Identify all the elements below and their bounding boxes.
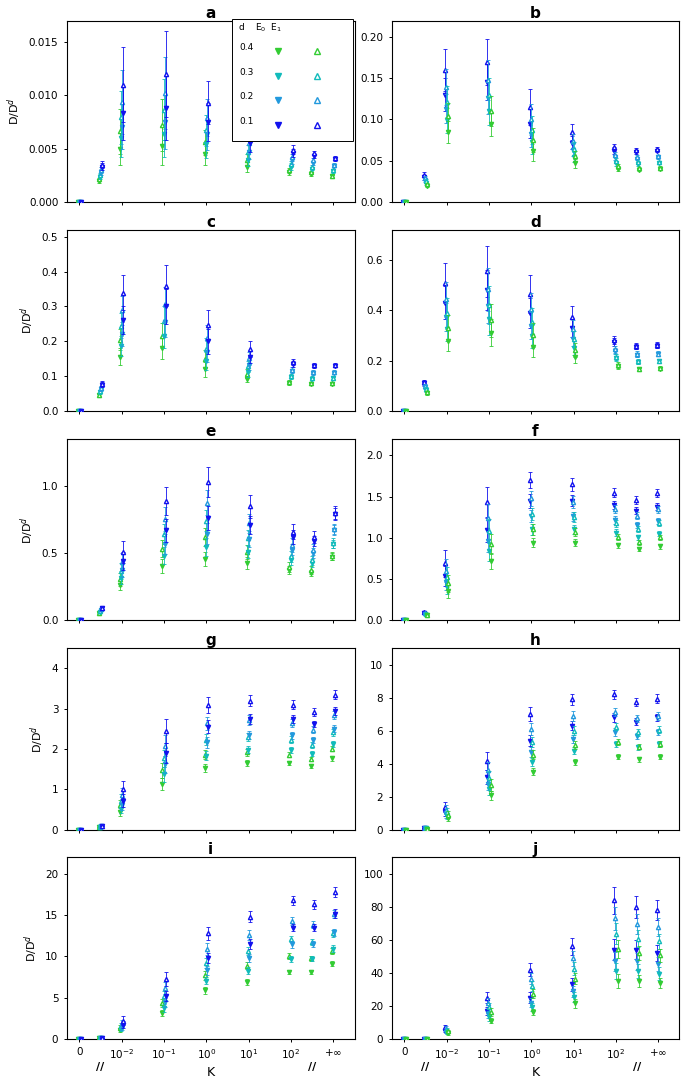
Text: d    E$_0$  E$_1$: d E$_0$ E$_1$ [238,22,282,34]
Text: 0.4: 0.4 [239,43,253,52]
Y-axis label: D/D$^d$: D/D$^d$ [29,725,46,753]
Text: //: // [308,1062,316,1072]
Text: d    E$_0$  E$_1$: d E$_0$ E$_1$ [238,22,282,34]
Y-axis label: D/D$^d$: D/D$^d$ [5,98,23,125]
Text: 0.4: 0.4 [239,43,253,52]
Title: f: f [532,424,539,439]
Text: 0.1: 0.1 [239,116,253,126]
Text: //: // [97,1062,105,1072]
Title: b: b [530,5,541,21]
Title: d: d [530,215,541,230]
Title: i: i [208,842,213,857]
Title: g: g [206,634,216,648]
Text: 0.1: 0.1 [239,116,253,126]
Y-axis label: D/D$^d$: D/D$^d$ [18,515,36,544]
Y-axis label: D/D$^d$: D/D$^d$ [22,934,40,962]
Text: //: // [421,1062,429,1072]
X-axis label: K: K [532,1067,540,1080]
Title: e: e [206,424,216,439]
Y-axis label: D/D$^d$: D/D$^d$ [18,306,36,334]
Title: h: h [530,634,541,648]
Text: 0.2: 0.2 [239,92,253,101]
Title: c: c [206,215,215,230]
Text: 0.3: 0.3 [239,67,253,77]
Title: j: j [533,842,538,857]
Text: 0.2: 0.2 [239,92,253,101]
Text: //: // [633,1062,641,1072]
Text: 0.3: 0.3 [239,67,253,77]
X-axis label: K: K [207,1067,214,1080]
Title: a: a [206,5,216,21]
FancyBboxPatch shape [232,18,353,141]
